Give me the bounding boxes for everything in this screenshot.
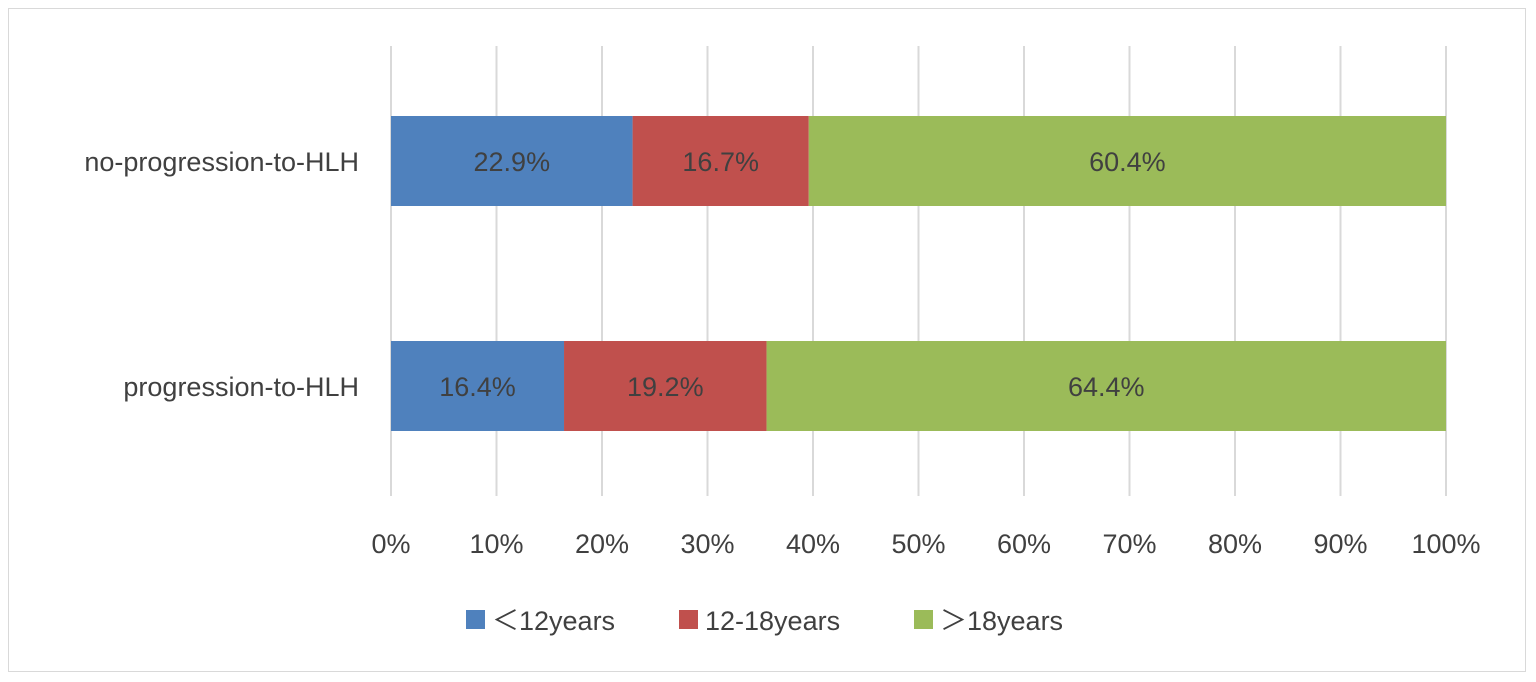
category-labels: no-progression-to-HLH progression-to-HLH	[84, 147, 359, 402]
tick-label: 40%	[786, 529, 840, 559]
bar-segment	[391, 116, 633, 206]
data-label: 22.9%	[474, 147, 551, 177]
category-label: no-progression-to-HLH	[84, 147, 359, 177]
legend-label: 12-18years	[705, 606, 840, 636]
category-label: progression-to-HLH	[123, 372, 359, 402]
tick-label: 80%	[1208, 529, 1262, 559]
legend-swatch	[914, 610, 933, 629]
data-label: 16.7%	[682, 147, 759, 177]
tick-label: 10%	[469, 529, 523, 559]
tick-label: 50%	[891, 529, 945, 559]
legend-label: ＞18years	[940, 606, 1063, 636]
x-axis-ticks: 0% 10% 20% 30% 40% 50% 60% 70% 80% 90% 100%	[371, 529, 1480, 559]
data-label: 60.4%	[1089, 147, 1166, 177]
tick-label: 20%	[575, 529, 629, 559]
bar-segment	[632, 116, 809, 206]
bar-segment	[564, 341, 767, 431]
tick-label: 30%	[680, 529, 734, 559]
bars: 22.9% 16.7% 60.4% 16.4% 19.2% 64.4%	[391, 116, 1446, 431]
tick-label: 60%	[997, 529, 1051, 559]
data-label: 16.4%	[439, 372, 516, 402]
tick-label: 100%	[1411, 529, 1480, 559]
tick-label: 70%	[1102, 529, 1156, 559]
tick-label: 0%	[371, 529, 410, 559]
bar-segment	[766, 341, 1446, 431]
bar-segment	[808, 116, 1446, 206]
legend: ＜12years 12-18years ＞18years	[466, 606, 1063, 636]
data-label: 19.2%	[627, 372, 704, 402]
legend-swatch	[466, 610, 485, 629]
legend-swatch	[679, 610, 698, 629]
data-label: 64.4%	[1068, 372, 1145, 402]
legend-label: ＜12years	[492, 606, 615, 636]
tick-label: 90%	[1313, 529, 1367, 559]
bar-segment	[391, 341, 565, 431]
